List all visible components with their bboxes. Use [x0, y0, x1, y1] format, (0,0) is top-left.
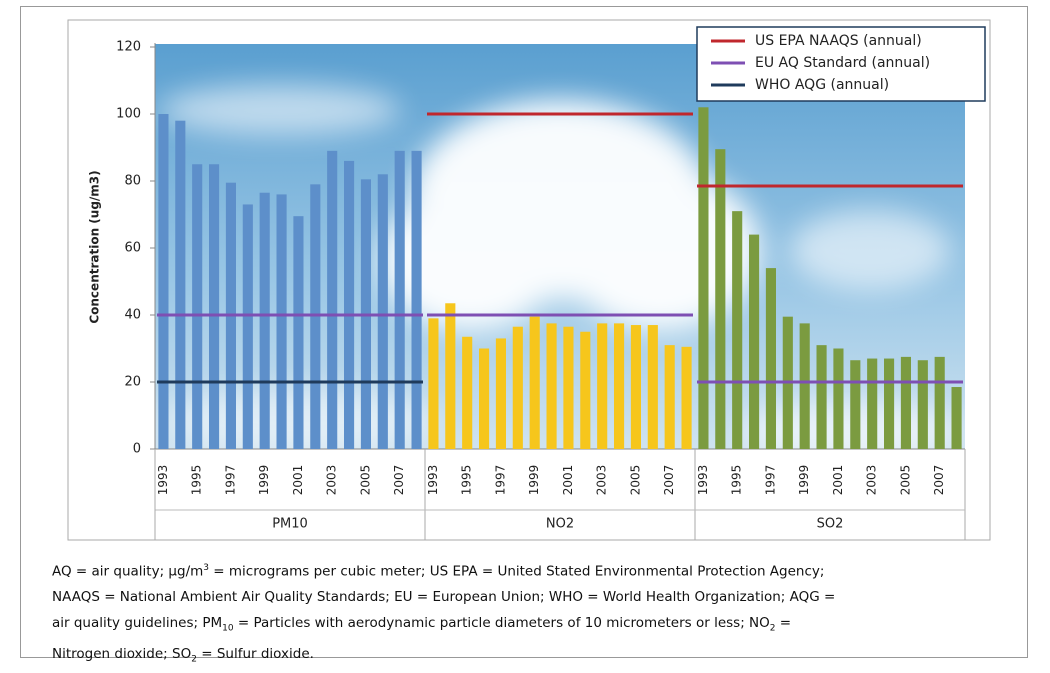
x-tick-label: 1995 — [190, 465, 204, 496]
bar — [614, 323, 624, 449]
x-tick-label: 2005 — [358, 465, 372, 496]
x-tick-label: 2003 — [325, 465, 339, 496]
x-tick-label: 1993 — [696, 465, 710, 496]
footnote-text: = Particles with aerodynamic particle di… — [234, 615, 770, 631]
y-tick-label: 0 — [133, 442, 141, 457]
x-tick-label: 2003 — [595, 465, 609, 496]
bar — [530, 317, 540, 449]
bar — [496, 338, 506, 449]
bar — [293, 216, 303, 449]
bar — [918, 360, 928, 449]
bar — [445, 303, 455, 449]
bar — [327, 151, 337, 449]
bar — [192, 164, 202, 449]
bar — [378, 174, 388, 449]
footnote-line: AQ = air quality; μg/m3 = micrograms per… — [52, 556, 835, 585]
bar — [631, 325, 641, 449]
bar — [547, 323, 557, 449]
x-tick-label: 2001 — [831, 465, 845, 496]
y-tick-label: 40 — [124, 308, 141, 323]
bar — [428, 318, 438, 449]
legend-label: US EPA NAAQS (annual) — [755, 33, 922, 49]
x-tick-label: 1999 — [527, 465, 541, 496]
y-tick-label: 120 — [116, 40, 141, 55]
x-tick-label: 1993 — [426, 465, 440, 496]
y-tick-label: 20 — [124, 375, 141, 390]
bar — [260, 193, 270, 449]
legend-label: EU AQ Standard (annual) — [755, 55, 930, 71]
x-tick-label: 1999 — [257, 465, 271, 496]
bar — [698, 107, 708, 449]
bar — [209, 164, 219, 449]
bar — [310, 184, 320, 449]
y-tick-label: 60 — [124, 241, 141, 256]
bar — [682, 347, 692, 449]
footnote-text: air quality guidelines; PM — [52, 615, 222, 631]
footnote: AQ = air quality; μg/m3 = micrograms per… — [52, 556, 835, 673]
group-label: PM10 — [272, 517, 308, 532]
bar — [462, 337, 472, 449]
bar — [732, 211, 742, 449]
bar — [800, 323, 810, 449]
footnote-line: Nitrogen dioxide; SO2 = Sulfur dioxide. — [52, 642, 835, 673]
group-label: NO2 — [546, 517, 574, 532]
footnote-text: NAAQS = National Ambient Air Quality Sta… — [52, 589, 835, 605]
bar — [479, 349, 489, 450]
x-tick-label: 2005 — [898, 465, 912, 496]
bar — [935, 357, 945, 449]
bar — [277, 194, 287, 449]
bar — [766, 268, 776, 449]
bar — [884, 359, 894, 449]
footnote-text: Nitrogen dioxide; SO — [52, 646, 191, 662]
legend-label: WHO AQG (annual) — [755, 77, 889, 93]
x-tick-label: 2005 — [628, 465, 642, 496]
bar — [395, 151, 405, 449]
group-label: SO2 — [817, 517, 844, 532]
footnote-line: NAAQS = National Ambient Air Quality Sta… — [52, 585, 835, 611]
x-tick-label: 1995 — [730, 465, 744, 496]
x-tick-label: 1997 — [223, 465, 237, 496]
footnote-line: air quality guidelines; PM10 = Particles… — [52, 611, 835, 642]
x-tick-label: 1993 — [156, 465, 170, 496]
bar — [580, 332, 590, 449]
y-axis-label: Concentration (ug/m3) — [88, 170, 102, 323]
bar — [175, 121, 185, 449]
bar — [715, 149, 725, 449]
bar — [648, 325, 658, 449]
bar — [850, 360, 860, 449]
x-tick-label: 1997 — [763, 465, 777, 496]
x-tick-label: 2007 — [932, 465, 946, 496]
footnote-text: = Sulfur dioxide. — [197, 646, 314, 662]
y-tick-label: 80 — [124, 174, 141, 189]
footnote-text: = — [776, 615, 792, 631]
bar — [833, 349, 843, 450]
x-tick-label: 1995 — [460, 465, 474, 496]
bar — [412, 151, 422, 449]
bar — [158, 114, 168, 449]
x-tick-label: 2003 — [865, 465, 879, 496]
bar — [665, 345, 675, 449]
bar — [597, 323, 607, 449]
x-tick-label: 2007 — [392, 465, 406, 496]
bar — [344, 161, 354, 449]
x-tick-label: 2001 — [561, 465, 575, 496]
bar — [817, 345, 827, 449]
bar — [563, 327, 573, 449]
footnote-text: 10 — [222, 623, 233, 633]
bar — [243, 204, 253, 449]
x-tick-label: 1997 — [493, 465, 507, 496]
bar — [867, 359, 877, 449]
bar — [513, 327, 523, 449]
bar — [952, 387, 962, 449]
x-tick-label: 2001 — [291, 465, 305, 496]
bar — [901, 357, 911, 449]
bar — [749, 235, 759, 449]
footnote-text: AQ = air quality; μg/m — [52, 564, 203, 580]
y-tick-label: 100 — [116, 107, 141, 122]
chart: Concentration (ug/m3) 0 20 40 60 80 100 120 199… — [0, 0, 1050, 550]
x-tick-label: 2007 — [662, 465, 676, 496]
footnote-text: = micrograms per cubic meter; US EPA = U… — [209, 564, 824, 580]
x-tick-label: 1999 — [797, 465, 811, 496]
